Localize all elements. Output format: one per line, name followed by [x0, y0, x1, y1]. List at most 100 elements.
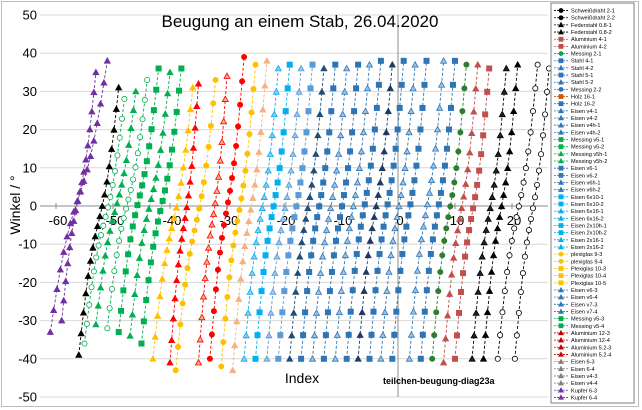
data-point	[485, 287, 494, 294]
data-point	[417, 355, 424, 362]
data-point	[277, 332, 284, 339]
data-point	[186, 178, 194, 185]
data-point	[254, 332, 261, 339]
data-point	[453, 165, 460, 172]
data-point	[316, 203, 323, 210]
data-point	[391, 331, 398, 338]
data-point	[443, 311, 452, 319]
data-point	[558, 114, 564, 121]
data-point	[208, 331, 215, 338]
data-point	[296, 252, 304, 260]
legend-label: Federstahl 0.8-2	[571, 30, 612, 36]
data-point	[125, 196, 132, 203]
data-point	[90, 268, 97, 275]
data-point	[194, 79, 203, 87]
data-point	[482, 226, 490, 233]
data-point	[318, 192, 325, 199]
data-point	[503, 164, 512, 171]
data-point	[407, 107, 415, 114]
legend-label: Holz 16-1	[571, 95, 595, 101]
legend-label: Eisen 6x10-1	[571, 195, 604, 201]
data-point	[75, 351, 83, 358]
data-point	[463, 61, 470, 68]
legend-item: Messing 2-1	[554, 51, 601, 58]
series-line	[232, 60, 268, 371]
data-point	[394, 126, 401, 133]
data-point	[470, 107, 478, 115]
data-point	[146, 143, 153, 150]
data-point	[161, 187, 168, 194]
data-point	[231, 160, 238, 167]
legend-label: Eisen 6-3	[571, 360, 595, 366]
data-point	[96, 283, 105, 291]
data-point	[378, 164, 386, 171]
data-point	[359, 128, 368, 136]
data-point	[366, 237, 374, 244]
legend-label: Aluminium 12-4	[571, 338, 610, 344]
data-point	[243, 229, 251, 236]
legend-label: Eisen 6x10-2	[571, 202, 604, 208]
series-36	[75, 83, 123, 358]
data-point	[203, 162, 210, 169]
data-point	[172, 367, 179, 374]
data-point	[216, 249, 223, 256]
data-point	[431, 332, 438, 339]
data-point	[356, 331, 364, 338]
data-point	[336, 131, 345, 139]
data-point	[218, 138, 226, 145]
series-27	[172, 76, 219, 374]
data-point	[370, 213, 378, 220]
data-point	[290, 309, 298, 316]
data-point	[131, 290, 139, 298]
data-point	[510, 107, 518, 114]
series-line	[357, 64, 393, 359]
data-point	[130, 176, 137, 183]
legend-label: Kupfer 6-3	[571, 388, 597, 394]
data-point	[478, 151, 485, 158]
data-point	[476, 167, 483, 174]
y-tick-label: -40	[18, 351, 37, 366]
data-point	[277, 226, 285, 233]
data-point	[389, 237, 397, 244]
x-tick-label: -60	[49, 213, 68, 228]
data-point	[204, 243, 213, 251]
series-line	[220, 64, 256, 367]
legend-label: Aluminium 5.2-3	[571, 345, 611, 351]
legend-label: Eisen v6-1	[571, 166, 597, 172]
legend-item: Eisen v7-4	[554, 308, 597, 315]
data-point	[395, 202, 403, 210]
x-tick-label: -20	[277, 213, 296, 228]
data-point	[427, 176, 436, 184]
data-point	[322, 332, 329, 339]
data-point	[508, 237, 515, 244]
data-point	[333, 331, 341, 338]
data-point	[152, 230, 159, 237]
data-point	[462, 253, 469, 260]
data-point	[362, 268, 370, 275]
data-point	[558, 179, 564, 185]
data-point	[291, 214, 298, 221]
legend-label: Messing v5h-2	[571, 159, 607, 165]
data-point	[312, 150, 320, 157]
data-point	[451, 355, 458, 362]
legend-item: Eisen 6x10-2	[554, 201, 604, 208]
data-point	[218, 234, 225, 241]
data-point	[558, 387, 564, 393]
data-point	[487, 268, 496, 275]
data-point	[103, 177, 111, 185]
data-point	[175, 192, 183, 200]
legend-item: Aluminium 12-4	[554, 336, 610, 344]
data-point	[145, 277, 152, 284]
data-point	[156, 292, 164, 300]
data-point	[320, 238, 329, 246]
data-point	[435, 104, 444, 111]
data-point	[233, 143, 240, 150]
data-point	[255, 148, 263, 155]
data-point	[112, 168, 119, 175]
data-point	[558, 44, 564, 49]
legend-item: Plexiglas 10-5	[554, 280, 606, 287]
legend-label: Aluminium 12-3	[571, 331, 610, 337]
data-point	[347, 308, 354, 315]
data-point	[102, 213, 109, 220]
data-point	[172, 204, 181, 211]
